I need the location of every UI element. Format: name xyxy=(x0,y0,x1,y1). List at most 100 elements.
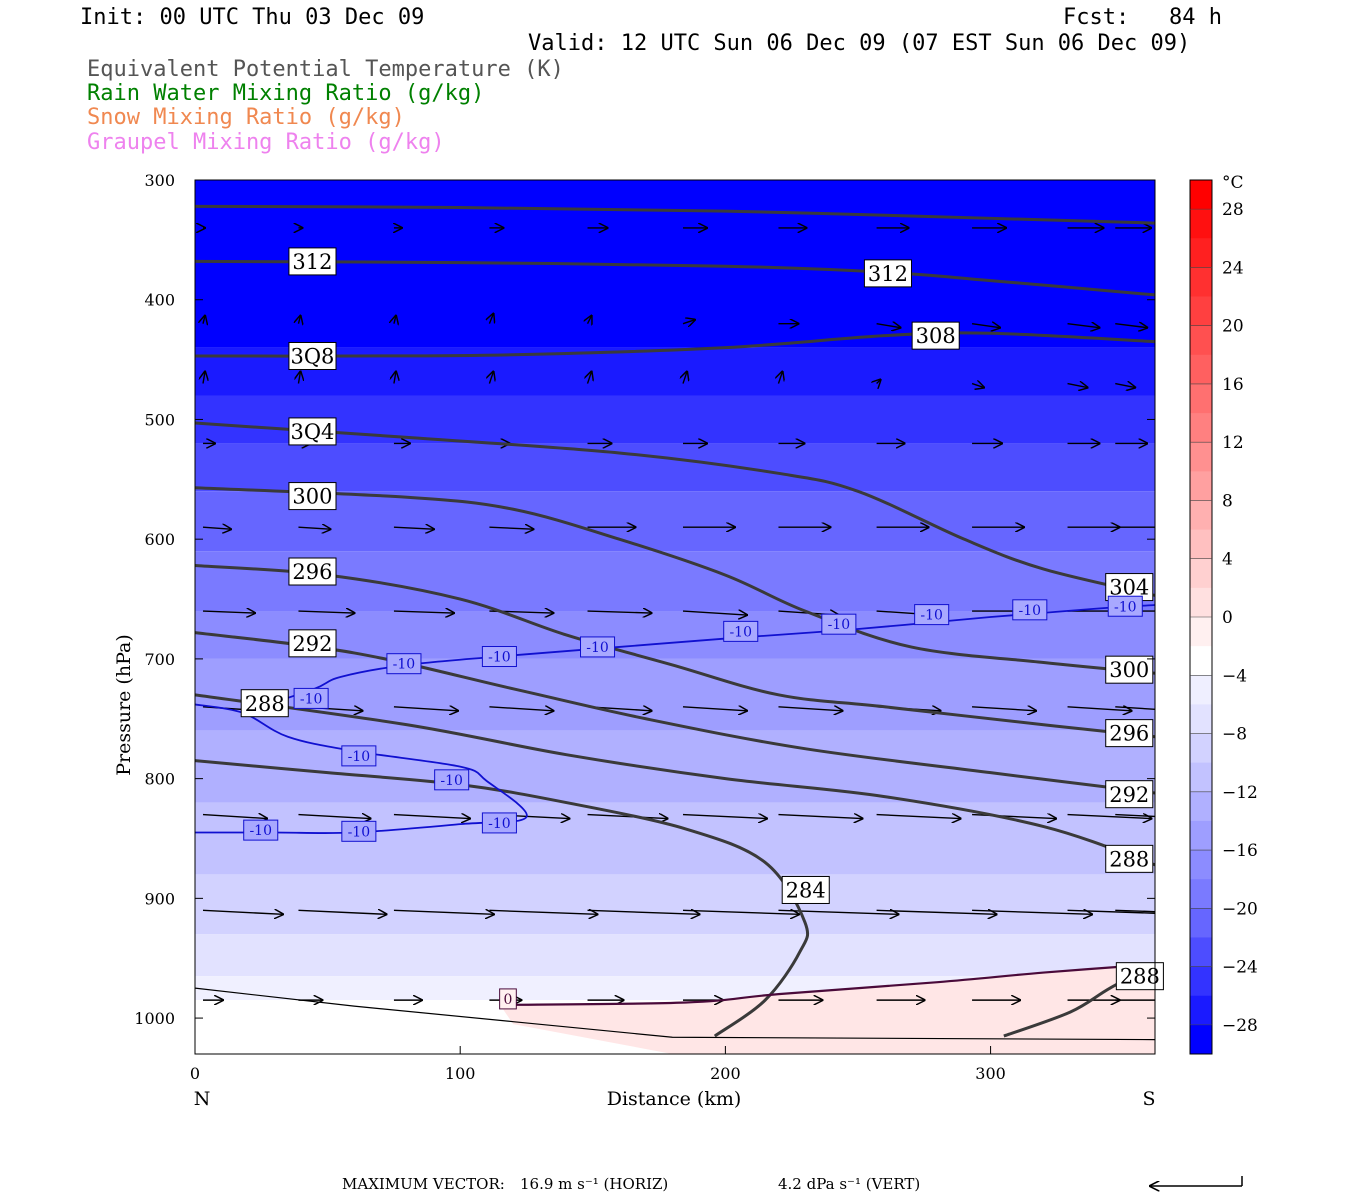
wind-vector xyxy=(876,324,901,328)
temperature-band xyxy=(195,491,1155,552)
plot-frame xyxy=(194,179,1156,1055)
temperature-band xyxy=(195,611,1155,659)
theta-e-label-text: 300 xyxy=(292,485,332,509)
colorbar-swatch xyxy=(1190,675,1212,705)
theta-e-label-box xyxy=(1115,962,1164,991)
isotherm-label-box xyxy=(341,745,377,767)
theta-e-label: 288 xyxy=(1105,844,1154,873)
colorbar-swatch xyxy=(1190,442,1212,472)
temperature-band xyxy=(195,443,1155,492)
colorbar-swatch xyxy=(1190,995,1212,1026)
wind-vector xyxy=(298,527,330,529)
colorbar-tick-label: 8 xyxy=(1222,491,1233,511)
wind-vector xyxy=(298,910,386,914)
wind-vector xyxy=(393,707,458,711)
isotherm-label-box xyxy=(386,653,422,675)
colorbar-swatch xyxy=(1190,850,1212,880)
colorbar-unit: °C xyxy=(1222,173,1244,193)
theta-e-label-text: 3Q8 xyxy=(290,345,334,369)
wind-vector xyxy=(202,611,255,613)
isotherm-minus10 xyxy=(253,604,1155,711)
init-time: Init: 00 UTC Thu 03 Dec 09 xyxy=(80,5,425,30)
isotherm-label-box xyxy=(481,812,517,834)
theta-e-label-box xyxy=(288,482,337,511)
isotherm-zero xyxy=(499,963,1155,1007)
wind-vector xyxy=(972,707,1036,711)
wind-vector xyxy=(971,384,984,388)
isotherm-label-box xyxy=(434,769,470,791)
isotherm-label-text: -10 xyxy=(300,691,323,707)
isotherm-label-text: -10 xyxy=(440,773,463,789)
max-vector-arrow xyxy=(1150,1176,1243,1186)
y-tick-label: 400 xyxy=(144,291,175,310)
temperature-band xyxy=(195,180,1155,348)
colorbar-swatch xyxy=(1190,558,1212,589)
wind-vector xyxy=(1115,384,1135,388)
isotherm-label: -10 xyxy=(723,620,759,642)
theta-e-label-text: 288 xyxy=(245,692,285,716)
theta-e-label: 284 xyxy=(781,875,830,904)
colorbar-tick-label: −8 xyxy=(1222,725,1247,745)
theta-e-contour-304 xyxy=(195,421,1155,597)
colorbar-swatch xyxy=(1190,325,1212,356)
wind-vector xyxy=(1067,324,1100,328)
theta-e-label-box xyxy=(288,341,337,370)
legend-snow: Snow Mixing Ratio (g/kg) xyxy=(87,105,405,130)
wind-vector xyxy=(202,527,231,529)
wind-vector xyxy=(971,324,1000,328)
wind-vector xyxy=(877,380,881,384)
wind-vector xyxy=(1067,384,1088,388)
wind-vector xyxy=(393,611,454,613)
isotherm-label: -10 xyxy=(341,745,377,767)
isotherm-label-text: -10 xyxy=(348,824,371,840)
wind-vector xyxy=(489,372,493,384)
theta-e-label-text: 300 xyxy=(1109,658,1149,682)
theta-e-label: 300 xyxy=(288,482,337,511)
isotherm-label-text: -10 xyxy=(729,624,752,640)
x-tick-label: 300 xyxy=(975,1064,1006,1083)
isotherm-label: -10 xyxy=(1107,595,1143,617)
colorbar-swatch xyxy=(1190,383,1212,414)
colorbar-swatch xyxy=(1190,791,1212,822)
temperature-band xyxy=(195,395,1155,444)
isotherm-label-text: -10 xyxy=(586,640,609,656)
theta-e-label: 3Q8 xyxy=(288,341,337,370)
colorbar-swatch xyxy=(1190,646,1212,676)
theta-e-label: 292 xyxy=(288,629,337,658)
isotherm-label: -10 xyxy=(341,820,377,842)
max-vector-horiz: 16.9 m s⁻¹ (HORIZ) xyxy=(520,1175,669,1193)
wind-vector xyxy=(1115,324,1147,328)
theta-e-label-box xyxy=(240,689,289,718)
x-tick-label: 0 xyxy=(190,1064,200,1083)
y-tick-label: 700 xyxy=(144,650,175,669)
isotherm-label-box xyxy=(580,636,616,658)
wind-vector xyxy=(298,316,300,324)
y-tick-label: 500 xyxy=(144,410,175,429)
colorbar-tick-label: −24 xyxy=(1222,958,1258,978)
theta-e-label-text: 308 xyxy=(916,324,956,348)
wind-vector xyxy=(393,910,494,914)
theta-e-label-box xyxy=(781,875,830,904)
isotherm-label-text: -10 xyxy=(249,823,272,839)
max-vector-label: MAXIMUM VECTOR: xyxy=(342,1175,505,1193)
theta-e-label: 312 xyxy=(863,259,912,288)
colorbar-tick-label: −20 xyxy=(1222,899,1258,919)
temperature-band xyxy=(195,730,1155,803)
forecast-hour: Fcst: 84 h xyxy=(1063,5,1222,30)
isotherm-label-text: -10 xyxy=(348,749,371,765)
colorbar-tick-label: −16 xyxy=(1222,841,1258,861)
theta-e-label-text: 3Q4 xyxy=(290,420,334,444)
wind-vector xyxy=(588,316,592,324)
theta-e-label-text: 284 xyxy=(786,879,826,903)
isotherm-zero-label-text: 0 xyxy=(504,992,513,1008)
isotherm-label-box xyxy=(341,820,377,842)
theta-e-label-text: 312 xyxy=(868,262,908,286)
colorbar-tick-label: −4 xyxy=(1222,666,1247,686)
colorbar-swatch xyxy=(1190,762,1212,793)
theta-e-contour-296 xyxy=(195,564,1155,739)
wind-vector xyxy=(1067,815,1152,819)
wind-vector xyxy=(778,372,782,384)
theta-e-label-text: 312 xyxy=(292,250,332,274)
colorbar-tick-label: 16 xyxy=(1222,375,1244,395)
wind-vector xyxy=(588,372,592,384)
